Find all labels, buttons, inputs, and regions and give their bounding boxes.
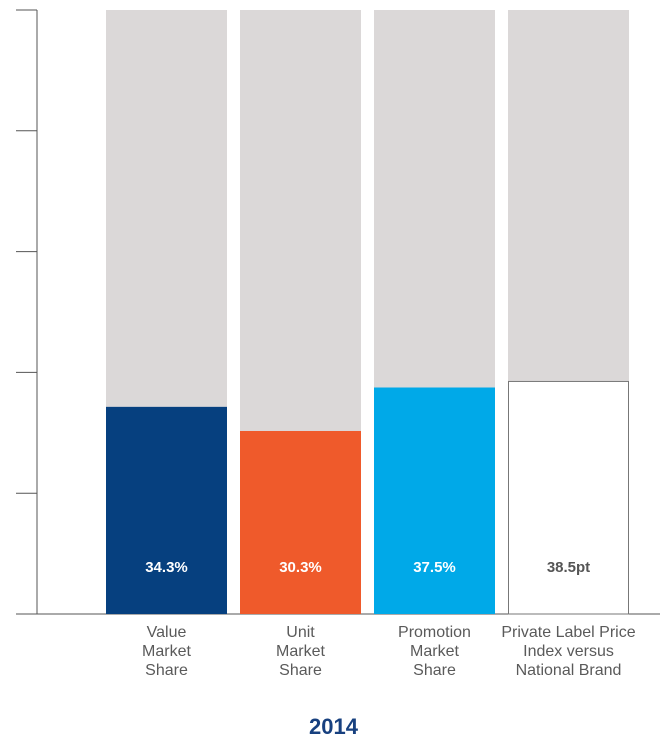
bar-chart: 34.3% 30.3% 37.5% 38.5pt xyxy=(16,9,660,615)
bar-2 xyxy=(374,387,495,614)
data-label-2: 37.5% xyxy=(413,559,456,576)
category-label-1: Unit Market Share xyxy=(276,624,325,679)
bar-remainder-0 xyxy=(106,10,227,407)
category-label-0: Value Market Share xyxy=(142,624,191,679)
x-axis-label: 2014 xyxy=(309,714,358,739)
data-label-3: 38.5pt xyxy=(547,559,590,576)
bar-remainder-1 xyxy=(240,10,361,431)
category-label-2: Promotion Market Share xyxy=(398,624,471,679)
bar-remainder-3 xyxy=(508,10,629,382)
bar-remainder-2 xyxy=(374,10,495,388)
bar-0 xyxy=(106,406,227,614)
bar-1 xyxy=(240,430,361,614)
bar-3 xyxy=(508,380,629,615)
category-label-3: Private Label Price Index versus Nationa… xyxy=(501,624,636,679)
data-label-0: 34.3% xyxy=(145,559,188,576)
data-label-1: 30.3% xyxy=(279,559,322,576)
